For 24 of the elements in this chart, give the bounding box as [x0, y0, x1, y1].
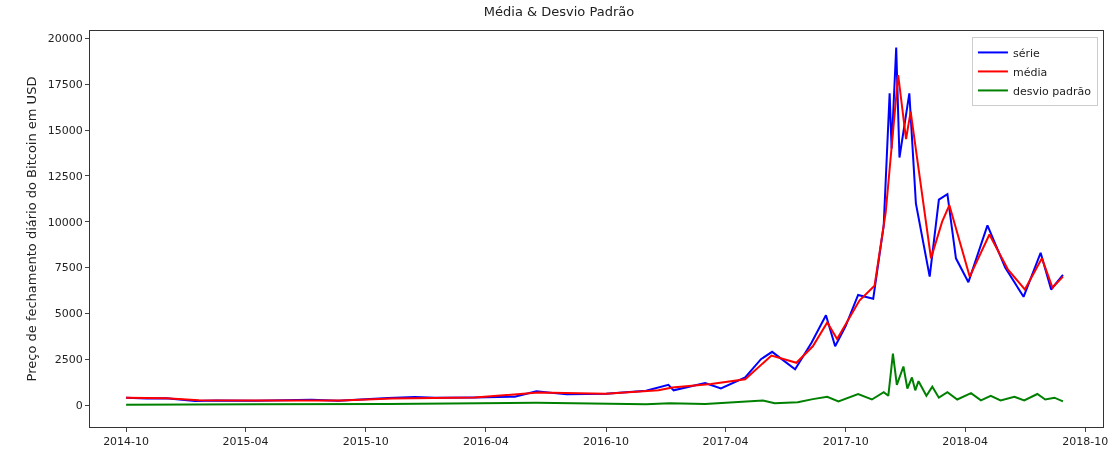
legend-label: média [1012, 65, 1048, 79]
legend-label: série [1012, 46, 1041, 60]
y-tick-label: 2500 [54, 353, 83, 367]
x-tick-label: 2015-10 [342, 435, 389, 449]
x-tick-label: 2014-10 [103, 435, 150, 449]
x-tick-label: 2018-04 [942, 435, 989, 449]
legend-label: desvio padrão [1012, 84, 1092, 98]
y-axis-title: Preço de fechamento diário do Bitcoin em USD [23, 76, 39, 382]
x-tick-label: 2017-04 [702, 435, 749, 449]
y-tick-label: 12500 [47, 169, 83, 183]
y-tick-label: 10000 [47, 215, 83, 229]
chart-title: Média & Desvio Padrão [483, 3, 635, 19]
x-tick-label: 2018-10 [1062, 435, 1109, 449]
y-tick-label: 15000 [47, 123, 83, 137]
y-tick-label: 7500 [54, 261, 83, 275]
x-tick-label: 2017-10 [822, 435, 869, 449]
line-series [125, 352, 1064, 406]
x-tick-label: 2016-10 [583, 435, 629, 449]
x-tick-label: 2015-04 [222, 435, 269, 449]
y-tick-label: 20000 [47, 32, 83, 46]
y-tick-label: 17500 [47, 78, 83, 92]
x-tick-label: 2016-04 [462, 435, 509, 449]
y-tick-label: 0 [75, 398, 83, 412]
y-tick-label: 5000 [54, 307, 83, 321]
